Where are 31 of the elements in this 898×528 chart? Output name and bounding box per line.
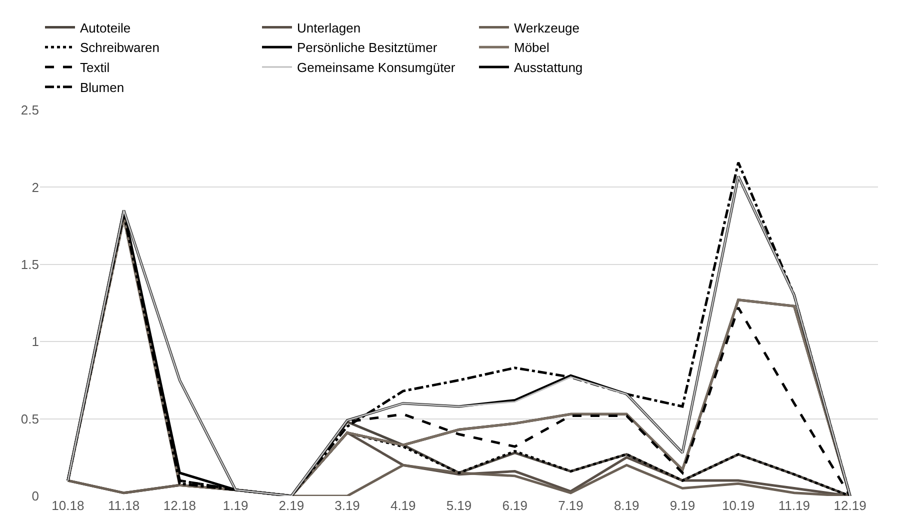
y-tick-label: 2 [32, 180, 39, 195]
x-tick-label: 9.19 [670, 498, 696, 513]
x-tick-label: 3.19 [334, 498, 360, 513]
x-tick-label: 5.19 [446, 498, 472, 513]
y-tick-label: 0 [32, 488, 39, 504]
legend-label: Unterlagen [297, 20, 361, 36]
y-tick-label: 1 [32, 334, 39, 350]
x-tick-label: 11.19 [778, 498, 810, 513]
x-tick-label: 7.19 [558, 498, 584, 513]
y-tick-label: 2.5 [20, 102, 39, 118]
legend-label: Ausstattung [514, 60, 583, 76]
x-tick-label: 10.19 [722, 498, 755, 513]
legend-label: Möbel [514, 40, 550, 56]
x-tick-label: 12.19 [834, 498, 866, 513]
legend-label: Autoteile [80, 20, 131, 36]
x-tick-label: 2.19 [278, 498, 304, 513]
x-tick-label: 6.19 [502, 498, 528, 513]
legend-label: Gemeinsame Konsumgüter [297, 60, 456, 76]
x-tick-label: 10.18 [52, 498, 84, 513]
legend-label: Textil [80, 60, 110, 76]
y-tick-label: 1.5 [20, 256, 39, 272]
x-tick-label: 4.19 [390, 498, 416, 513]
y-tick-label: 0.5 [20, 411, 39, 426]
legend-label: Persönliche Besitztümer [297, 40, 438, 56]
x-tick-label: 1.19 [222, 498, 248, 513]
legend-label: Schreibwaren [80, 40, 160, 56]
legend-label: Blumen [80, 80, 124, 95]
x-tick-label: 12.18 [163, 498, 196, 513]
x-tick-label: 8.19 [614, 498, 640, 513]
x-tick-label: 11.18 [108, 498, 140, 513]
legend-label: Werkzeuge [514, 20, 580, 36]
